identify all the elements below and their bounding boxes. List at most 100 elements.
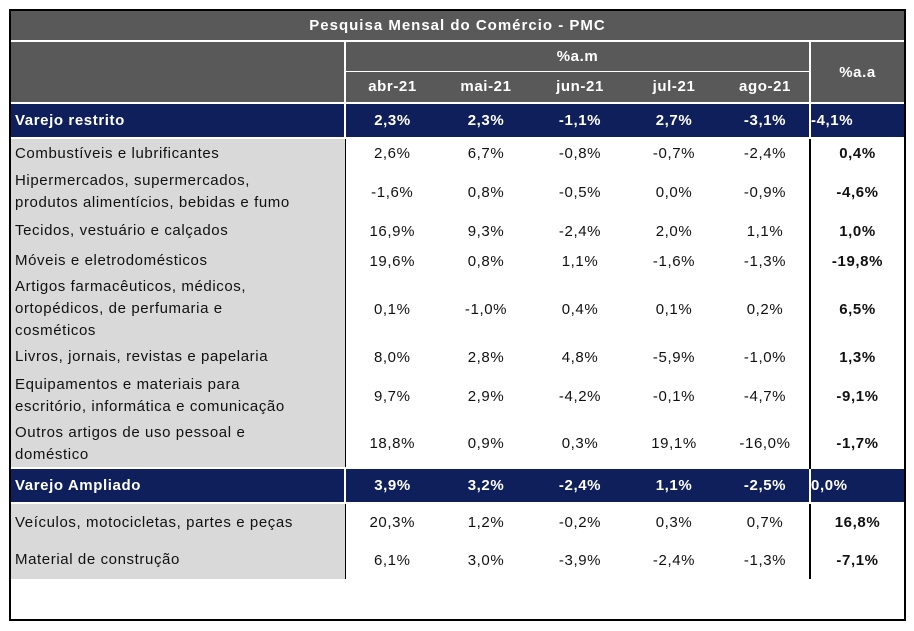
value-cell: 2,8% xyxy=(439,342,533,372)
annual-value-cell: -1,7% xyxy=(809,420,904,468)
value-cell: -3,9% xyxy=(533,541,627,579)
value-cell: 0,4% xyxy=(533,276,627,342)
value-cell: 20,3% xyxy=(345,503,439,541)
table-row: Equipamentos e materiais para escritório,… xyxy=(11,372,904,420)
row-label-line: doméstico xyxy=(15,445,89,463)
value-cell: -0,5% xyxy=(533,168,627,216)
row-label: Livros, jornais, revistas e papelaria xyxy=(11,342,346,372)
annual-value-cell: 0,0% xyxy=(809,467,904,504)
value-cell: 2,0% xyxy=(627,216,721,246)
row-label-line: Livros, jornais, revistas e papelaria xyxy=(15,348,269,365)
table-row: Outros artigos de uso pessoal e doméstico… xyxy=(11,420,904,468)
header-pam: %a.m xyxy=(344,41,810,72)
row-label-line: cosméticos xyxy=(15,322,97,339)
value-cell: -1,3% xyxy=(721,246,810,276)
value-cell: 3,9% xyxy=(344,467,439,504)
table-row: Material de construção 6,1% 3,0% -3,9% -2,4%… xyxy=(11,541,904,579)
annual-value-cell: 6,5% xyxy=(809,276,904,342)
value-cell: 3,0% xyxy=(439,541,533,579)
table-row: Combustíveis e lubrificantes 2,6% 6,7% -0,8… xyxy=(11,138,904,168)
value-cell: -16,0% xyxy=(721,420,810,468)
header-paa: %a.a xyxy=(809,41,904,103)
annual-value-cell: 1,0% xyxy=(809,216,904,246)
header-month: jun-21 xyxy=(533,71,627,103)
value-cell: -0,8% xyxy=(533,138,627,168)
value-cell: -0,1% xyxy=(627,372,721,420)
row-label: Varejo Ampliado xyxy=(11,467,345,504)
value-cell: 18,8% xyxy=(345,420,439,468)
value-cell: 1,1% xyxy=(721,216,810,246)
row-label: Veículos, motocicletas, partes e peças xyxy=(11,503,346,541)
value-cell: 2,9% xyxy=(439,372,533,420)
value-cell: 2,3% xyxy=(344,102,439,139)
value-cell: -2,4% xyxy=(533,467,627,504)
value-cell: 2,6% xyxy=(345,138,439,168)
value-cell: -2,4% xyxy=(721,138,810,168)
value-cell: 1,2% xyxy=(439,503,533,541)
table-title: Pesquisa Mensal do Comércio - PMC xyxy=(11,11,904,42)
row-label: Hipermercados, supermercados, produtos al… xyxy=(11,168,346,216)
annual-value-cell: -7,1% xyxy=(809,541,904,579)
value-cell: 1,1% xyxy=(627,467,721,504)
value-cell: 16,9% xyxy=(345,216,439,246)
annual-value-cell: -4,1% xyxy=(809,102,904,139)
row-label: Outros artigos de uso pessoal e doméstico xyxy=(11,420,346,468)
header-month: jul-21 xyxy=(627,71,721,103)
total-row: Varejo Ampliado 3,9% 3,2% -2,4% 1,1% -2,5% 0,0… xyxy=(11,467,904,504)
row-label-line: produtos alimentícios, bebidas e fumo xyxy=(15,194,290,211)
value-cell: 8,0% xyxy=(345,342,439,372)
value-cell: -2,5% xyxy=(721,467,810,504)
row-label-line: escritório, informática e comunicação xyxy=(15,398,285,415)
row-label-line: Varejo restrito xyxy=(15,112,125,129)
value-cell: 0,8% xyxy=(439,168,533,216)
value-cell: -4,2% xyxy=(533,372,627,420)
table-row: Hipermercados, supermercados, produtos al… xyxy=(11,168,904,216)
annual-value-cell: -4,6% xyxy=(809,168,904,216)
row-label: Material de construção xyxy=(11,541,346,579)
value-cell: 0,1% xyxy=(345,276,439,342)
header-label-cell xyxy=(11,41,345,103)
value-cell: 1,1% xyxy=(533,246,627,276)
value-cell: 3,2% xyxy=(439,467,533,504)
row-label-line: Varejo Ampliado xyxy=(15,477,141,494)
value-cell: 6,7% xyxy=(439,138,533,168)
header-month: mai-21 xyxy=(439,71,533,103)
row-label-line: Equipamentos e materiais para xyxy=(15,376,241,393)
value-cell: 9,3% xyxy=(439,216,533,246)
annual-value-cell: -19,8% xyxy=(809,246,904,276)
row-label: Tecidos, vestuário e calçados xyxy=(11,216,346,246)
row-label-line: Hipermercados, supermercados, xyxy=(15,172,250,189)
row-label-line: Material de construção xyxy=(15,551,180,568)
row-label: Combustíveis e lubrificantes xyxy=(11,138,346,168)
value-cell: -1,3% xyxy=(721,541,810,579)
value-cell: 19,1% xyxy=(627,420,721,468)
header-month: abr-21 xyxy=(344,71,439,103)
value-cell: 0,9% xyxy=(439,420,533,468)
value-cell: -2,4% xyxy=(627,541,721,579)
row-label: Varejo restrito xyxy=(11,102,345,139)
annual-value-cell: -9,1% xyxy=(809,372,904,420)
value-cell: -0,7% xyxy=(627,138,721,168)
title-row: Pesquisa Mensal do Comércio - PMC xyxy=(11,11,904,42)
value-cell: 0,0% xyxy=(627,168,721,216)
annual-value-cell: 16,8% xyxy=(809,503,904,541)
pmc-table-frame: Pesquisa Mensal do Comércio - PMC %a.m %… xyxy=(9,9,906,621)
value-cell: -5,9% xyxy=(627,342,721,372)
table-row: Móveis e eletrodomésticos 19,6% 0,8% 1,1% -1… xyxy=(11,246,904,276)
value-cell: -2,4% xyxy=(533,216,627,246)
table-row: Livros, jornais, revistas e papelaria 8,0… xyxy=(11,342,904,372)
value-cell: -1,6% xyxy=(345,168,439,216)
value-cell: 0,2% xyxy=(721,276,810,342)
value-cell: 4,8% xyxy=(533,342,627,372)
value-cell: -0,9% xyxy=(721,168,810,216)
row-label: Artigos farmacêuticos, médicos, ortopédic… xyxy=(11,276,346,342)
annual-value-cell: 1,3% xyxy=(809,342,904,372)
row-label: Móveis e eletrodomésticos xyxy=(11,246,346,276)
value-cell: -4,7% xyxy=(721,372,810,420)
header-row-1: %a.m %a.a xyxy=(11,41,904,103)
row-label-line: Combustíveis e lubrificantes xyxy=(15,144,220,162)
row-label-line: Artigos farmacêuticos, médicos, xyxy=(15,278,247,295)
value-cell: 0,1% xyxy=(627,276,721,342)
value-cell: -3,1% xyxy=(721,102,810,139)
annual-value-cell: 0,4% xyxy=(809,138,904,168)
